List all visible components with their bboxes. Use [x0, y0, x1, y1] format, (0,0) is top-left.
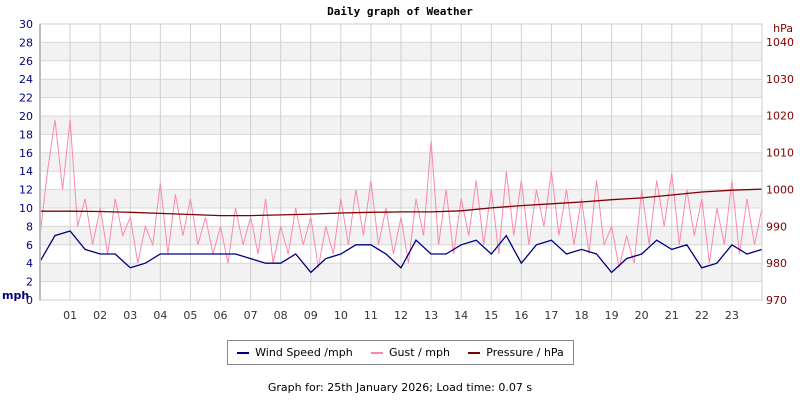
- series-line-gust: [39, 119, 763, 268]
- y-tick-label-right: 970: [766, 294, 787, 307]
- legend-swatch-gust: [371, 352, 384, 354]
- y-tick-label-left: 16: [19, 147, 33, 160]
- x-tick-label: 07: [244, 309, 258, 322]
- x-tick-label: 22: [695, 309, 709, 322]
- y-tick-label-left: 20: [19, 110, 33, 123]
- x-tick-label: 12: [394, 309, 408, 322]
- x-tick-label: 05: [183, 309, 197, 322]
- x-tick-label: 02: [93, 309, 107, 322]
- footer-text: Graph for: 25th January 2026; Load time:…: [267, 381, 533, 394]
- y-tick-label-left: 18: [19, 128, 33, 141]
- y-tick-label-left: 12: [19, 184, 33, 197]
- x-tick-label: 16: [514, 309, 528, 322]
- y-tick-label-left: 10: [19, 202, 33, 215]
- y-tick-label-left: 0: [26, 294, 33, 307]
- x-tick-label: 01: [63, 309, 77, 322]
- y-tick-label-left: 14: [19, 165, 33, 178]
- y-tick-label-right: 1030: [766, 73, 794, 86]
- y-tick-label-left: 8: [26, 220, 33, 233]
- legend-swatch-pressure: [468, 352, 481, 354]
- x-tick-label: 09: [304, 309, 318, 322]
- y-tick-label-right: 990: [766, 220, 787, 233]
- y-tick-label-right: 1000: [766, 183, 794, 196]
- x-tick-label: 17: [544, 309, 558, 322]
- x-tick-label: 08: [274, 309, 288, 322]
- x-tick-label: 14: [454, 309, 468, 322]
- x-tick-label: 11: [364, 309, 378, 322]
- right-axis-label: hPa: [773, 22, 793, 35]
- x-tick-label: 21: [665, 309, 679, 322]
- x-tick-label: 13: [424, 309, 438, 322]
- legend-item-pressure: Pressure / hPa: [468, 346, 564, 359]
- legend-item-wind: Wind Speed /mph: [237, 346, 353, 359]
- y-tick-label-right: 1010: [766, 147, 794, 160]
- x-tick-label: 04: [153, 309, 167, 322]
- left-axis-label: mph: [2, 289, 30, 302]
- x-tick-label: 10: [334, 309, 348, 322]
- legend-item-gust: Gust / mph: [371, 346, 450, 359]
- y-tick-label-left: 30: [19, 18, 33, 31]
- x-tick-label: 20: [635, 309, 649, 322]
- y-tick-label-left: 28: [19, 36, 33, 49]
- chart-title: Daily graph of Weather: [327, 5, 473, 18]
- series-line-wind-speed: [39, 230, 763, 274]
- x-tick-label: 18: [575, 309, 589, 322]
- x-tick-label: 19: [605, 309, 619, 322]
- y-tick-label-left: 22: [19, 92, 33, 105]
- y-tick-label-right: 980: [766, 257, 787, 270]
- x-tick-label: 06: [214, 309, 228, 322]
- x-tick-label: 23: [725, 309, 739, 322]
- legend: Wind Speed /mph Gust / mph Pressure / hP…: [227, 340, 574, 365]
- series-line-pressure: [40, 188, 763, 217]
- legend-label-pressure: Pressure / hPa: [486, 346, 564, 359]
- y-tick-label-left: 4: [26, 257, 33, 270]
- y-tick-label-right: 1040: [766, 36, 794, 49]
- legend-swatch-wind: [237, 352, 250, 354]
- legend-label-gust: Gust / mph: [389, 346, 450, 359]
- x-tick-label: 15: [484, 309, 498, 322]
- y-tick-label-left: 26: [19, 55, 33, 68]
- y-tick-label-left: 6: [26, 239, 33, 252]
- x-tick-label: 03: [123, 309, 137, 322]
- legend-label-wind: Wind Speed /mph: [255, 346, 353, 359]
- y-tick-label-right: 1020: [766, 110, 794, 123]
- y-tick-label-left: 2: [26, 276, 33, 289]
- y-tick-label-left: 24: [19, 73, 33, 86]
